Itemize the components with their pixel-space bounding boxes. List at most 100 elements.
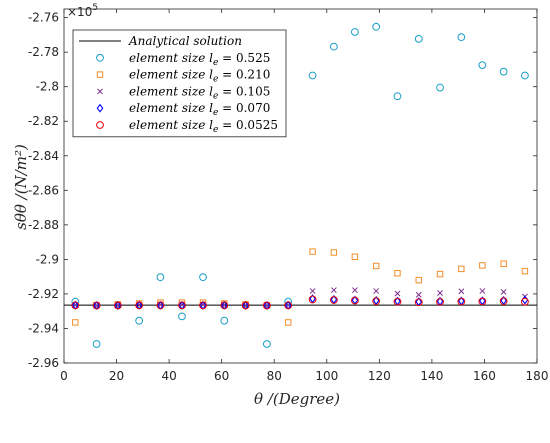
data-point — [309, 288, 316, 294]
data-point — [372, 296, 380, 305]
data-point — [309, 248, 316, 255]
x-tick-label: 160 — [473, 369, 496, 383]
data-point — [393, 92, 402, 101]
data-point — [72, 319, 79, 326]
legend-label: element size le = 0.0525 — [129, 118, 278, 135]
y-tick-label: -2.9 — [36, 252, 59, 266]
data-point — [479, 288, 486, 294]
data-point — [437, 290, 443, 296]
data-point — [199, 273, 207, 282]
x-tick-label: 60 — [214, 369, 229, 383]
legend-label-value: = 0.070 — [218, 101, 270, 115]
data-point — [92, 340, 101, 348]
data-point — [521, 295, 529, 305]
data-point — [414, 34, 423, 43]
data-point — [329, 42, 338, 51]
x-tick-label: 20 — [109, 369, 124, 383]
legend-label-subscript: e — [213, 75, 218, 85]
data-point — [220, 316, 229, 325]
x-axis-label: θ /(Degree) — [254, 390, 340, 408]
data-point — [330, 249, 338, 256]
legend-marker — [96, 53, 104, 62]
data-point — [308, 295, 317, 304]
marker-stroke — [479, 288, 486, 294]
marker-stroke — [500, 288, 507, 295]
legend-marker — [96, 103, 104, 113]
legend-label-subscript: e — [213, 91, 218, 101]
data-point — [521, 297, 529, 306]
series-4 — [71, 295, 529, 310]
data-point — [479, 262, 486, 269]
legend-label-name: element size l — [129, 118, 213, 132]
data-point — [330, 287, 337, 294]
data-point — [350, 28, 359, 36]
data-point — [499, 67, 508, 76]
y-tick-label: -2.8 — [36, 80, 59, 94]
data-point — [458, 265, 465, 273]
data-point — [284, 301, 293, 310]
data-point — [199, 301, 207, 310]
legend-label: element size le = 0.525 — [129, 51, 270, 68]
data-point — [71, 301, 80, 310]
data-point — [478, 61, 487, 70]
legend-label: element size le = 0.105 — [129, 84, 270, 101]
data-point — [220, 301, 229, 310]
x-tick-label: 80 — [267, 369, 282, 383]
data-point — [178, 312, 186, 321]
legend-marker — [96, 71, 104, 78]
data-point — [113, 301, 122, 310]
legend-label-name: element size l — [129, 101, 213, 115]
plot-area-border — [63, 8, 538, 364]
legend-label-value: = 0.210 — [218, 68, 270, 82]
legend-box — [72, 29, 287, 138]
data-point — [350, 296, 359, 305]
data-point — [241, 301, 250, 310]
data-point — [373, 288, 380, 294]
x-tick-label: 140 — [420, 369, 443, 383]
data-point — [415, 291, 422, 298]
data-point — [178, 301, 186, 310]
exponent-power: 5 — [92, 3, 98, 13]
marker-stroke — [330, 287, 337, 294]
legend-label: Analytical solution — [128, 34, 242, 48]
data-point — [329, 296, 338, 304]
legend-label-name: element size l — [129, 84, 213, 98]
x-axis-ticks: 0 20 40 60 80 100 120 140 160 180 — [60, 9, 548, 383]
data-point — [372, 297, 381, 306]
legend-label-subscript: e — [213, 58, 218, 68]
plot-frame — [63, 8, 538, 364]
legend-label-subscript: e — [213, 108, 218, 118]
x-tick-label: 180 — [526, 369, 549, 383]
legend-label: element size le = 0.210 — [129, 68, 270, 85]
data-point — [458, 288, 465, 295]
y-tick-label: -2.88 — [28, 218, 59, 232]
data-point — [351, 253, 359, 261]
data-point — [372, 22, 381, 31]
x-tick-label: 0 — [60, 369, 68, 383]
data-point — [499, 297, 508, 306]
data-point — [457, 297, 466, 306]
y-tick-label: -2.96 — [28, 356, 59, 370]
data-point — [92, 301, 101, 310]
marker-stroke — [309, 288, 316, 294]
data-marks — [64, 22, 537, 348]
data-point — [500, 260, 507, 267]
legend-label-name: element size l — [129, 68, 213, 82]
data-point — [436, 270, 444, 278]
data-point — [394, 290, 401, 297]
marker-stroke — [437, 290, 443, 296]
legend-marker — [97, 88, 103, 95]
data-point — [436, 83, 444, 92]
x-tick-label: 100 — [315, 369, 338, 383]
y-tick-label: -2.78 — [28, 45, 59, 59]
marker-stroke — [394, 290, 401, 297]
exponent-base: ×10 — [67, 5, 92, 19]
data-point — [393, 297, 402, 306]
data-point — [308, 71, 317, 80]
data-point — [284, 319, 292, 326]
legend-label-value: = 0.525 — [218, 51, 270, 65]
y-tick-label: -2.86 — [28, 183, 59, 197]
data-point — [500, 288, 507, 295]
